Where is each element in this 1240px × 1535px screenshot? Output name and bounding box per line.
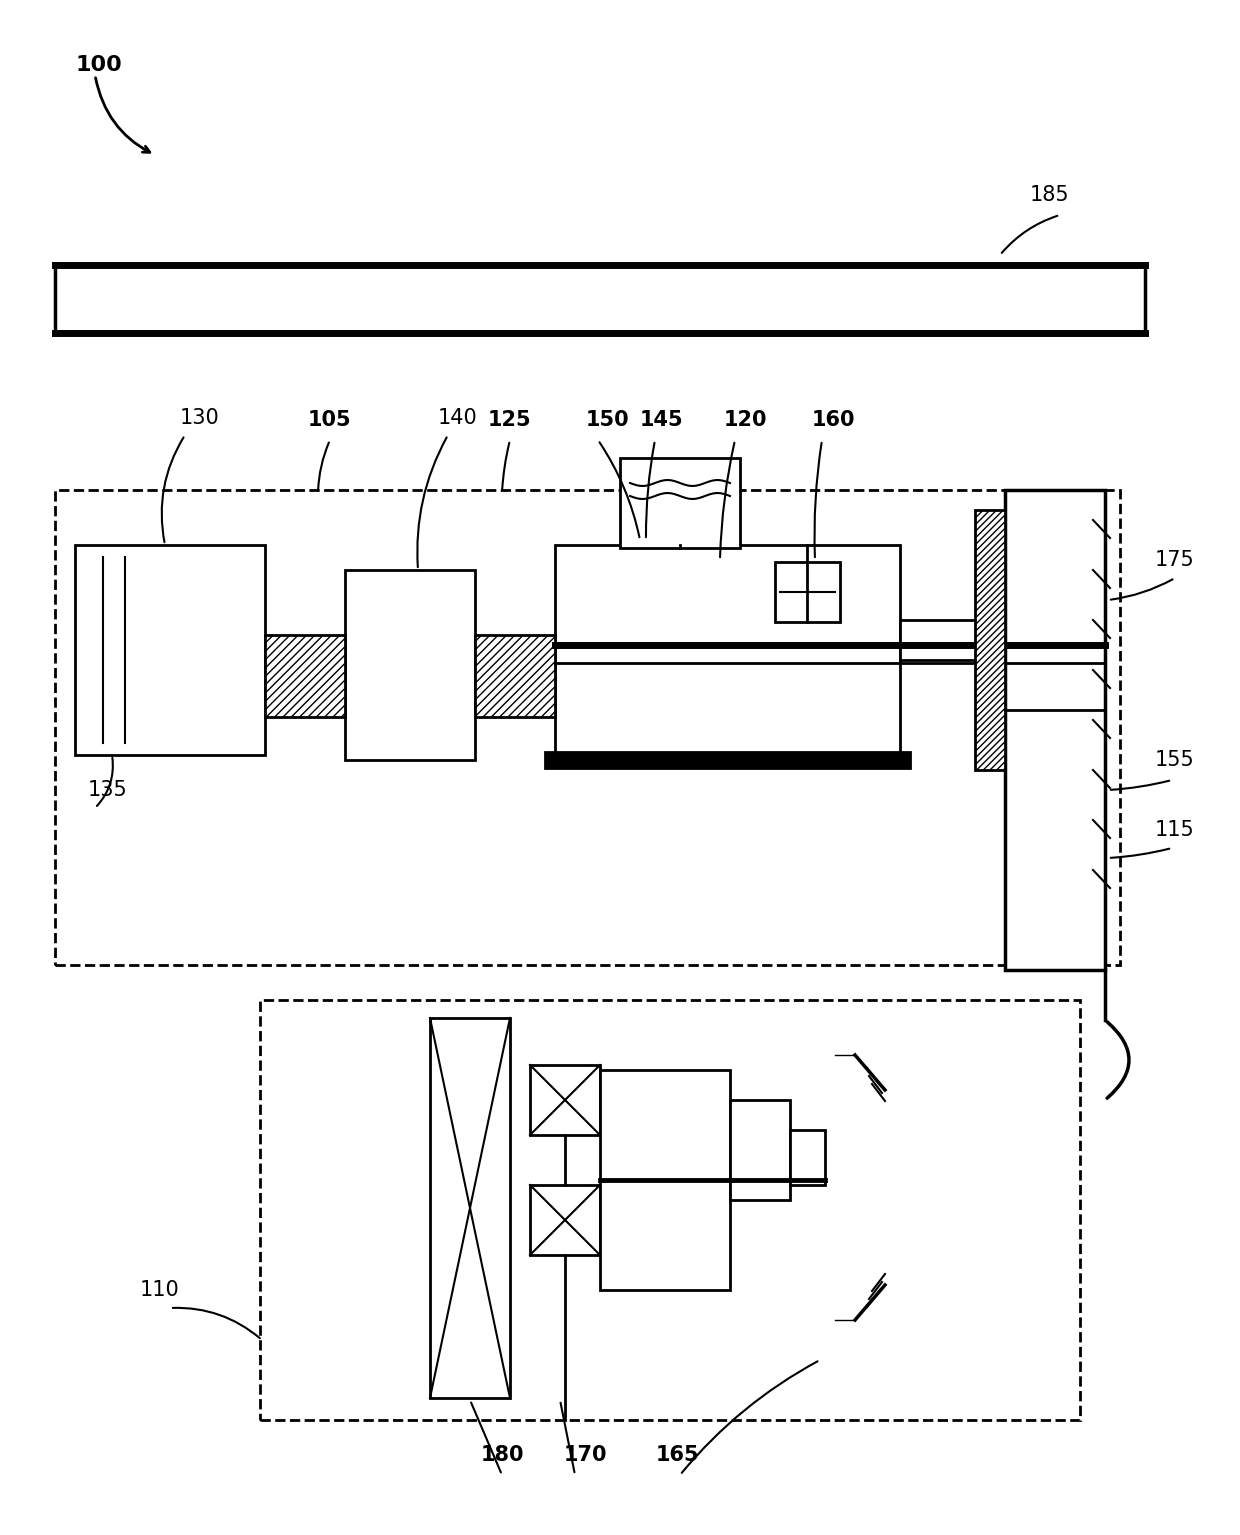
Bar [600,1070,730,1289]
Bar [260,999,1080,1420]
Text: 130: 130 [180,408,219,428]
Text: 170: 170 [563,1444,606,1464]
Text: 180: 180 [480,1444,523,1464]
Text: 100: 100 [74,55,122,75]
Bar [430,1018,510,1398]
Bar [55,490,1120,966]
Text: 125: 125 [489,410,532,430]
Text: 160: 160 [811,410,854,430]
Text: 135: 135 [88,780,128,800]
Bar [265,635,345,717]
Text: 115: 115 [1154,820,1195,840]
Bar [730,1101,790,1200]
Text: 120: 120 [723,410,766,430]
Bar [775,562,839,622]
Text: 155: 155 [1154,751,1195,771]
Text: 140: 140 [438,408,477,428]
Bar [1004,490,1105,970]
Text: 145: 145 [640,410,683,430]
Bar [620,457,740,548]
Bar [556,545,900,760]
Bar [345,569,475,760]
Bar [975,510,1004,771]
Bar [900,620,1090,660]
Text: 175: 175 [1154,550,1195,569]
Text: 110: 110 [140,1280,180,1300]
Text: 105: 105 [309,410,352,430]
Bar [546,752,910,768]
Text: 150: 150 [587,410,630,430]
Text: 185: 185 [1030,186,1070,206]
Bar [529,1185,600,1256]
Bar [529,1065,600,1134]
Bar [55,266,1145,333]
Text: 165: 165 [656,1444,699,1464]
Bar [74,545,265,755]
Bar [790,1130,825,1185]
Bar [475,635,556,717]
